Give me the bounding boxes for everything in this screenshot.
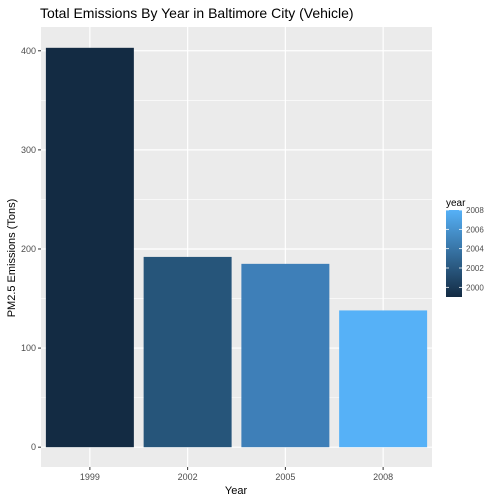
x-tick-label: 2002	[178, 472, 198, 482]
legend: year 2008 2006 2004 2002 2000	[446, 198, 484, 297]
x-tick-label: 1999	[80, 472, 100, 482]
x-tick-label: 2008	[373, 472, 393, 482]
x-axis: 1999 2002 2005 2008	[80, 467, 393, 482]
x-axis-title: Year	[225, 485, 248, 497]
legend-label: 2002	[466, 264, 484, 273]
legend-label: 2004	[466, 245, 484, 254]
y-tick-label: 0	[31, 442, 36, 452]
legend-label: 2006	[466, 225, 484, 234]
bar-2008	[339, 310, 428, 448]
legend-title: year	[446, 198, 466, 209]
y-tick-label: 200	[21, 244, 36, 254]
y-axis: 0 100 200 300 400	[21, 46, 41, 452]
y-tick-label: 300	[21, 145, 36, 155]
legend-label: 2008	[466, 206, 484, 215]
bar-2005	[241, 263, 330, 448]
y-tick-label: 400	[21, 46, 36, 56]
legend-label: 2000	[466, 283, 484, 292]
legend-colorbar	[446, 210, 462, 297]
bars	[45, 47, 428, 448]
y-axis-title: PM2.5 Emissions (Tons)	[6, 199, 18, 318]
chart-title: Total Emissions By Year in Baltimore Cit…	[40, 5, 354, 21]
y-tick-label: 100	[21, 343, 36, 353]
bar-1999	[45, 47, 134, 448]
bar-2002	[143, 256, 232, 448]
x-tick-label: 2005	[275, 472, 295, 482]
